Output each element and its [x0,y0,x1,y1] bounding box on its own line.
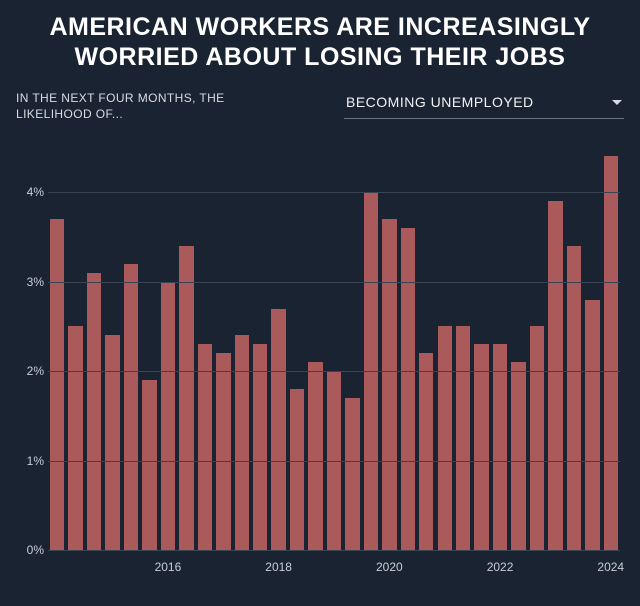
grid-line [48,550,620,551]
bar-slot [380,138,398,550]
bar-slot [66,138,84,550]
bar [161,282,175,551]
bar-slot [343,138,361,550]
bar [419,353,433,550]
chart-subtitle: IN THE NEXT FOUR MONTHS, THE LIKELIHOOD … [16,90,246,122]
bar-slot [565,138,583,550]
bar-slot [48,138,66,550]
bar [401,228,415,550]
y-axis-label: 1% [18,454,44,468]
bar-slot [159,138,177,550]
bar-slot [214,138,232,550]
x-axis-label: 2024 [597,560,624,574]
chart-title: AMERICAN WORKERS ARE INCREASINGLY WORRIE… [16,12,624,72]
bar [585,300,599,551]
bar [271,309,285,551]
bar-slot [325,138,343,550]
bar [382,219,396,550]
y-axis-label: 2% [18,364,44,378]
subheader-row: IN THE NEXT FOUR MONTHS, THE LIKELIHOOD … [16,90,624,122]
bar [198,344,212,550]
bar-slot [602,138,620,550]
dropdown-selected-label: BECOMING UNEMPLOYED [346,94,534,110]
bar-slot [528,138,546,550]
bar-slot [196,138,214,550]
bar-slot [399,138,417,550]
x-axis-label: 2020 [376,560,403,574]
bar [105,335,119,550]
bar-slot [122,138,140,550]
bar-slot [251,138,269,550]
bar-slot [177,138,195,550]
grid-line [48,371,620,372]
bar [493,344,507,550]
grid-line [48,461,620,462]
bar [345,398,359,550]
x-axis-label: 2022 [487,560,514,574]
grid-line [48,282,620,283]
bar [548,201,562,550]
x-axis-label: 2018 [265,560,292,574]
bar [474,344,488,550]
bar-slot [306,138,324,550]
bar-slot [288,138,306,550]
bar [308,362,322,550]
bar [235,335,249,550]
y-axis-label: 3% [18,275,44,289]
bars-container [48,138,620,550]
bar-slot [436,138,454,550]
bar-slot [509,138,527,550]
x-axis-label: 2016 [155,560,182,574]
bar-slot [491,138,509,550]
bar-slot [583,138,601,550]
bar [456,326,470,550]
y-axis-label: 0% [18,543,44,557]
bar-slot [233,138,251,550]
bar [567,246,581,551]
bar-slot [103,138,121,550]
bar [530,326,544,550]
bar [142,380,156,550]
bar [179,246,193,551]
bar-slot [269,138,287,550]
bar [604,156,618,550]
bar-slot [546,138,564,550]
bar [68,326,82,550]
series-dropdown[interactable]: BECOMING UNEMPLOYED [344,90,624,119]
bar [511,362,525,550]
bar-chart: 0% 1% 2% 3% 4% 2016 2018 2020 2022 2024 [16,130,624,578]
bar [124,264,138,551]
bar-slot [417,138,435,550]
bar [438,326,452,550]
y-axis-label: 4% [18,185,44,199]
chevron-down-icon [612,100,622,105]
bar-slot [472,138,490,550]
bar [253,344,267,550]
bar [50,219,64,550]
bar [290,389,304,550]
bar-slot [454,138,472,550]
bar [216,353,230,550]
bar-slot [362,138,380,550]
bar-slot [140,138,158,550]
grid-line [48,192,620,193]
bar-slot [85,138,103,550]
bar [87,273,101,551]
